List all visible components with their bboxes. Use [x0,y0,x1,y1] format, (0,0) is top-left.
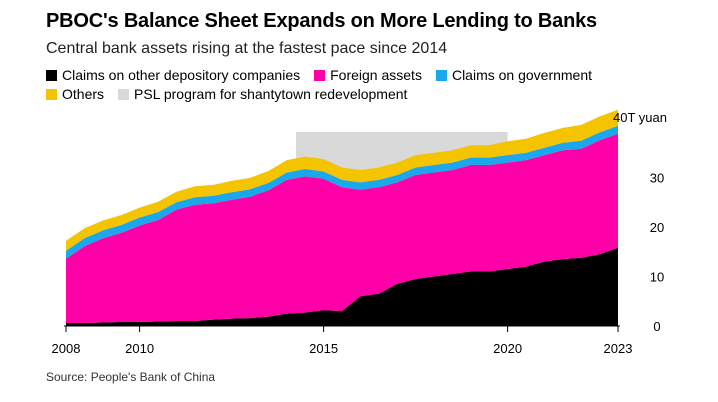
legend-label-psl-program: PSL program for shantytown redevelopment [134,86,408,102]
legend-label-others: Others [62,86,105,102]
area-foreign-assets [66,133,618,323]
chart-subtitle: Central bank assets rising at the fastes… [46,40,448,57]
chart-title: PBOC's Balance Sheet Expands on More Len… [46,10,597,32]
legend-swatch-claims-depository [46,70,57,81]
legend-row-2: Others PSL program for shantytown redeve… [46,85,686,104]
legend-swatch-claims-government [435,70,447,81]
legend-item-claims-depository: Claims on other depository companies [46,66,300,85]
y-tick-label-10: 10 [650,269,664,284]
legend-swatch-foreign-assets [314,70,326,81]
legend: Claims on other depository companies For… [46,66,686,104]
legend-swatch-others [46,89,57,100]
area-claims-on-government [66,125,618,259]
y-tick-label-20: 20 [650,220,664,235]
y-tick-label-30: 30 [650,170,664,185]
x-tick-label-2010: 2010 [125,341,154,356]
legend-item-claims-government: Claims on government [435,66,593,85]
legend-label-foreign-assets: Foreign assets [330,67,422,83]
x-tick-label-2023: 2023 [604,341,633,356]
y-tick-label-top: 40T yuan [613,110,667,125]
x-tick-label-2015: 2015 [309,341,338,356]
source-note: Source: People's Bank of China [46,370,216,384]
legend-label-claims-depository: Claims on other depository companies [62,67,301,83]
x-tick-label-2020: 2020 [493,341,522,356]
area-claims-on-other-depository-companies [66,247,618,326]
y-tick-label-0: 0 [653,319,660,334]
legend-row-1: Claims on other depository companies For… [46,66,686,85]
legend-item-foreign-assets: Foreign assets [314,66,422,85]
legend-label-claims-government: Claims on government [451,67,593,83]
legend-swatch-psl-program [118,89,130,100]
legend-item-psl-program: PSL program for shantytown redevelopment [118,85,407,104]
legend-item-others: Others [46,85,104,104]
x-tick-label-2008: 2008 [52,341,81,356]
